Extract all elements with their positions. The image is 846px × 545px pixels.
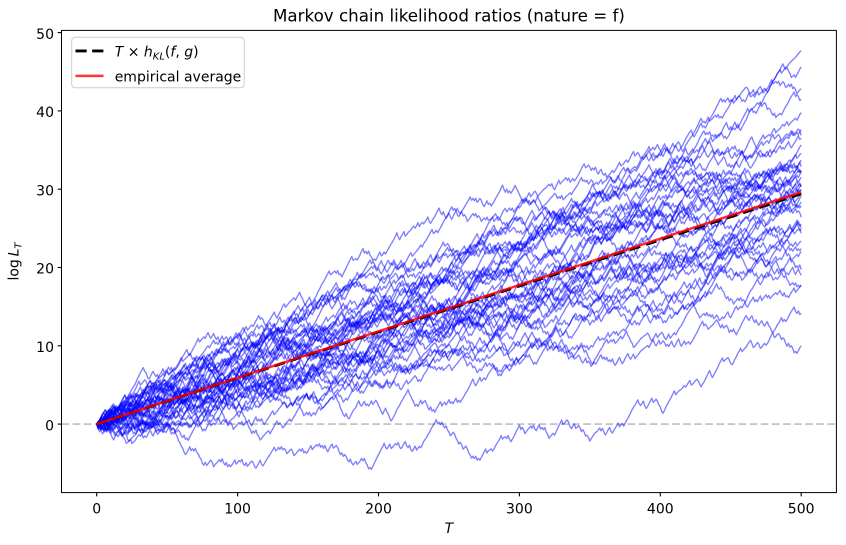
y-tick-label: 10 (36, 340, 54, 356)
y-tick-label: 50 (36, 27, 54, 43)
x-tick-label: 200 (365, 501, 392, 517)
trajectory-line-33 (96, 152, 802, 445)
y-tick-label: 20 (36, 262, 54, 278)
x-axis-label: T (445, 521, 455, 537)
trajectory-line-23 (96, 135, 802, 427)
x-tick-label: 0 (92, 501, 101, 517)
y-axis-ticks: 0 10 20 30 40 50 (36, 27, 62, 434)
empirical-average-line (96, 191, 802, 426)
x-tick-label: 400 (647, 501, 674, 517)
y-axis-label: log LT (7, 242, 25, 281)
trajectory-line-14 (96, 63, 802, 444)
y-tick-label: 40 (36, 105, 54, 121)
legend: T × hKL(f, g) empirical average (71, 36, 245, 89)
legend-label-theory: T × hKL(f, g) (115, 44, 199, 62)
trajectory-line-38 (96, 170, 802, 431)
trajectory-line-37 (96, 161, 802, 433)
trajectory-line-9 (96, 239, 802, 435)
trajectory-line-30 (96, 196, 802, 436)
trajectory-line-34 (96, 201, 802, 441)
trajectory-line-36 (96, 306, 802, 471)
x-tick-label: 300 (506, 501, 533, 517)
x-tick-label: 100 (224, 501, 251, 517)
legend-box (71, 36, 245, 89)
trajectory-line-39 (96, 91, 802, 425)
y-tick-label: 0 (45, 418, 54, 434)
y-tick-label: 30 (36, 183, 54, 199)
empirical-average-group (96, 191, 802, 426)
x-tick-label: 500 (788, 501, 815, 517)
x-axis-ticks: 0 100 200 300 400 500 (92, 492, 815, 517)
trajectory-line-16 (96, 79, 802, 425)
legend-label-average: empirical average (115, 69, 242, 85)
trajectory-line-20 (96, 188, 802, 425)
trajectory-line-28 (96, 161, 802, 425)
plot-border (61, 29, 837, 494)
trajectory-line-5 (96, 50, 802, 425)
trajectory-line-32 (96, 314, 802, 432)
chart-title: Markov chain likelihood ratios (nature =… (273, 5, 625, 25)
trajectory-line-35 (96, 222, 802, 430)
